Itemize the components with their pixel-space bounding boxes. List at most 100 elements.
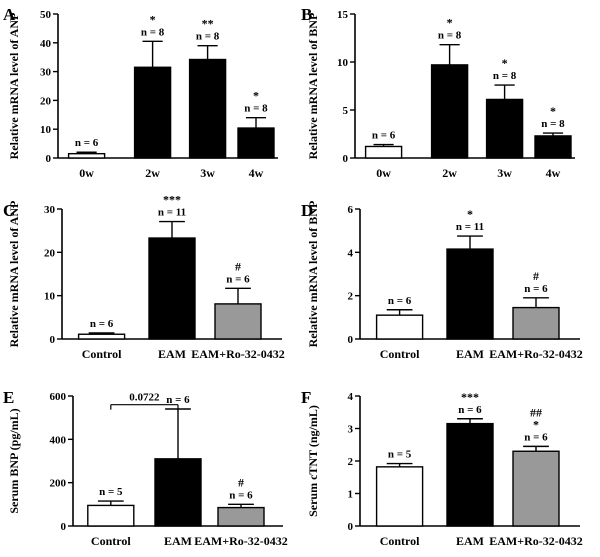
significance-label: ** [202,17,214,31]
bar [534,135,572,159]
y-tick-label: 5 [343,105,349,117]
significance-label: *** [163,193,181,207]
bar [217,506,265,527]
bar [148,237,196,340]
y-tick-label: 1 [348,489,354,501]
x-category-label: EAM+Ro-32-0432 [194,534,288,548]
bar [375,466,424,527]
n-label: n = 6 [458,404,482,416]
x-category-label: EAM [158,347,186,361]
y-axis-label: Relative mRNA level of BNP [306,201,320,348]
n-label: n = 6 [388,295,412,307]
x-category-label: 2w [442,166,457,180]
n-label: n = 11 [158,207,186,219]
n-label: n = 6 [229,489,253,501]
bar [430,64,469,159]
x-category-label: EAM+Ro-32-0432 [489,534,583,548]
n-label: n = 5 [99,486,123,498]
y-tick-label: 600 [50,391,67,403]
y-tick-label: 20 [44,247,56,259]
bar [214,303,262,340]
significance-label: * [150,12,156,26]
chart-panel-d: D 0 2 4 6 Relative mRNA level of BNP Control n … [301,201,583,361]
n-label: n = 8 [141,26,165,38]
chart-panel-f: F 0 1 2 3 4 Serum cTNT (ng/mL) Control n = 5 EAM n… [301,388,583,548]
y-tick-label: 10 [337,57,349,69]
y-tick-label: 2 [348,456,354,468]
x-category-label: 0w [79,166,94,180]
x-category-label: EAM [164,534,192,548]
significance-label: # [235,259,241,273]
chart-panel-a: A 0 10 20 30 40 50 Relative mRNA level of ANP 0w… [3,5,278,180]
y-tick-label: 3 [348,424,354,436]
x-category-label: 0w [376,166,391,180]
y-tick-label: 50 [40,9,52,21]
panel-letter: B [301,5,312,24]
bar [512,450,560,527]
n-label: n = 6 [226,273,250,285]
bar [485,98,524,159]
bar [446,422,494,527]
bar [375,314,424,340]
panel-letter: C [3,201,15,220]
chart-panel-b: B 0 5 10 15 Relative mRNA level of BNP 0w n = 6… [301,5,575,180]
y-tick-label: 15 [337,9,349,21]
x-category-label: 4w [249,166,264,180]
bar [77,333,126,340]
y-tick-label: 2 [348,291,354,303]
x-category-label: 4w [546,166,561,180]
y-axis-label: Serum cTNT (ng/mL) [306,405,320,517]
significance-label: * [533,417,539,431]
y-tick-label: 6 [348,204,354,216]
y-tick-label: 30 [44,204,56,216]
n-label: n = 8 [196,31,220,43]
x-category-label: Control [380,347,420,361]
n-label: n = 8 [541,118,565,130]
bar [67,152,106,159]
bar [364,145,403,159]
y-tick-label: 4 [348,247,354,259]
x-category-label: EAM+Ro-32-0432 [489,347,583,361]
y-tick-label: 400 [50,434,67,446]
significance-label: * [467,207,473,221]
n-label: n = 8 [438,30,462,42]
y-tick-label: 30 [40,67,52,79]
x-category-label: EAM+Ro-32-0432 [191,347,285,361]
bar [87,504,135,527]
x-category-label: 3w [497,166,512,180]
bracket-p-value: 0.0722 [129,392,160,404]
significance-label: * [447,16,453,30]
n-label: n = 6 [372,130,396,142]
bar [512,306,560,340]
n-label: n = 6 [524,431,548,443]
y-tick-label: 10 [40,124,52,136]
bar [446,248,494,340]
x-category-label: EAM [456,534,484,548]
n-label: n = 11 [456,221,484,233]
y-tick-label: 0 [61,521,67,533]
chart-panel-e: E 0 200 400 600 Serum BNP (pg/mL) Control n = 5… [3,388,288,548]
bar [133,66,172,159]
n-label: n = 6 [90,318,114,330]
y-axis-label: Relative mRNA level of ANP [7,201,21,348]
n-label: n = 8 [244,103,268,115]
significance-label: * [550,104,556,118]
x-category-label: 2w [145,166,160,180]
chart-panel-c: C 0 10 20 30 Relative mRNA level of ANP Contro… [3,193,285,361]
significance-label: # [533,269,539,283]
panel-letter: A [3,5,16,24]
significance-label: * [253,89,259,103]
x-category-label: Control [91,534,131,548]
y-axis-label: Relative mRNA level of BNP [306,13,320,160]
significance-label: ## [530,405,542,419]
y-tick-label: 0 [348,334,354,346]
y-tick-label: 10 [44,291,56,303]
n-label: n = 6 [524,283,548,295]
significance-label: # [238,475,244,489]
x-category-label: Control [380,534,420,548]
significance-label: * [502,56,508,70]
panel-letter: F [301,388,311,407]
y-axis-label: Serum BNP (pg/mL) [7,408,21,513]
n-label: n = 6 [166,394,190,406]
